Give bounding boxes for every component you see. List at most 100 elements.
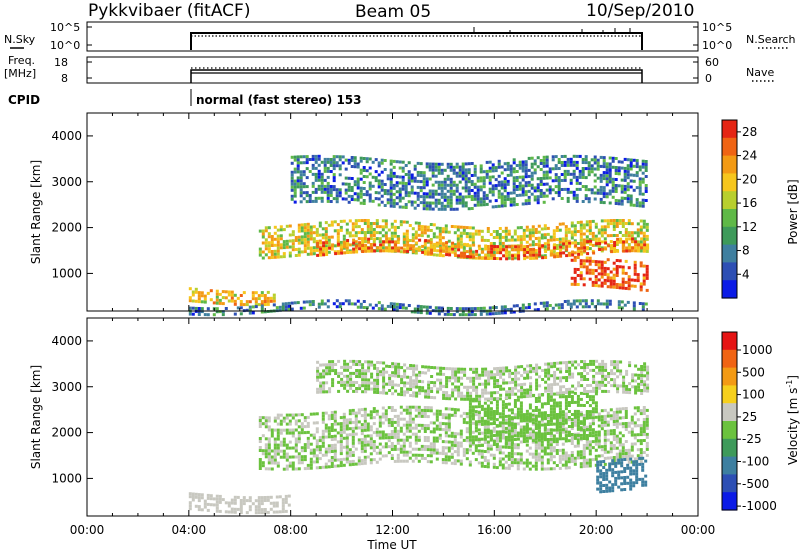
echo-cell	[311, 163, 315, 167]
echo-cell	[282, 443, 286, 447]
echo-cell	[625, 237, 629, 241]
echo-cell	[230, 290, 234, 294]
echo-cell	[594, 222, 598, 226]
freq-label-2: [MHz]	[4, 67, 36, 80]
echo-cell	[576, 230, 580, 233]
echo-cell	[629, 466, 633, 470]
echo-cell	[203, 294, 207, 298]
echo-cell	[263, 499, 267, 502]
echo-cell	[377, 179, 381, 183]
echo-cell	[591, 458, 595, 462]
echo-cell	[635, 162, 639, 166]
echo-cell	[288, 224, 292, 228]
echo-cell	[576, 409, 580, 413]
echo-cell	[568, 244, 572, 248]
echo-cell	[279, 225, 283, 229]
echo-cell	[447, 416, 451, 420]
echo-cell	[641, 480, 645, 484]
echo-cell	[413, 191, 417, 195]
echo-cell	[200, 508, 204, 512]
echo-cell	[507, 466, 511, 470]
echo-cell	[402, 241, 406, 245]
echo-cell	[435, 451, 439, 455]
echo-cell	[464, 189, 468, 193]
echo-cell	[588, 416, 592, 420]
echo-cell	[305, 158, 309, 162]
echo-cell	[434, 165, 438, 169]
echo-cell	[194, 492, 198, 496]
echo-cell	[612, 459, 616, 462]
echo-cell	[191, 495, 195, 499]
echo-cell	[452, 189, 456, 193]
echo-cell	[507, 457, 511, 461]
echo-cell	[345, 448, 349, 452]
echo-cell	[372, 231, 376, 234]
echo-cell	[398, 181, 402, 185]
echo-cell	[600, 260, 604, 264]
echo-cell	[643, 246, 647, 250]
echo-cell	[623, 190, 627, 194]
echo-cell	[296, 164, 300, 168]
echo-cell	[569, 190, 573, 194]
echo-cell	[566, 302, 570, 306]
echo-cell	[620, 178, 624, 182]
echo-cell	[465, 232, 469, 236]
echo-cell	[361, 384, 365, 388]
echo-cell	[510, 238, 514, 242]
echo-cell	[326, 157, 330, 161]
echo-cell	[555, 440, 559, 443]
echo-cell	[599, 188, 603, 192]
echo-cell	[492, 254, 496, 257]
echo-cell	[447, 230, 451, 234]
echo-cell	[621, 265, 625, 269]
echo-cell	[640, 237, 644, 241]
echo-cell	[582, 464, 586, 468]
echo-cell	[406, 249, 410, 253]
echo-cell	[369, 228, 373, 231]
echo-cell	[346, 251, 350, 254]
echo-cell	[339, 219, 343, 223]
echo-cell	[372, 240, 376, 243]
echo-cell	[558, 431, 562, 435]
echo-cell	[600, 415, 604, 419]
echo-cell	[305, 200, 309, 204]
echo-cell	[363, 416, 367, 420]
echo-cell	[534, 452, 538, 456]
echo-cell	[315, 466, 319, 470]
echo-cell	[257, 499, 261, 503]
echo-cell	[629, 487, 633, 491]
echo-cell	[549, 238, 553, 242]
echo-cell	[477, 402, 481, 406]
echo-cell	[547, 246, 551, 250]
echo-cell	[330, 417, 334, 420]
echo-cell	[354, 417, 358, 421]
echo-cell	[613, 247, 617, 250]
echo-cell	[408, 429, 412, 433]
echo-cell	[431, 165, 435, 169]
echo-cell	[582, 431, 586, 434]
echo-cell	[381, 234, 385, 238]
echo-cell	[524, 306, 528, 310]
echo-cell	[405, 453, 409, 457]
echo-cell	[261, 449, 265, 453]
echo-cell	[430, 245, 434, 249]
echo-cell	[197, 297, 201, 301]
echo-cell	[492, 462, 496, 466]
echo-cell	[453, 231, 457, 235]
echo-cell	[453, 243, 457, 247]
echo-cell	[499, 257, 503, 261]
echo-cell	[644, 169, 648, 172]
echo-cell	[285, 443, 289, 447]
echo-cell	[476, 179, 480, 183]
echo-cell	[629, 478, 633, 482]
echo-cell	[603, 456, 607, 460]
echo-cell	[355, 369, 359, 372]
echo-cell	[488, 175, 492, 179]
echo-cell	[608, 462, 612, 466]
echo-cell	[449, 192, 453, 196]
echo-cell	[477, 452, 481, 456]
echo-cell	[633, 260, 637, 264]
echo-cell	[554, 191, 558, 195]
echo-cell	[332, 164, 336, 168]
echo-cell	[552, 413, 556, 417]
